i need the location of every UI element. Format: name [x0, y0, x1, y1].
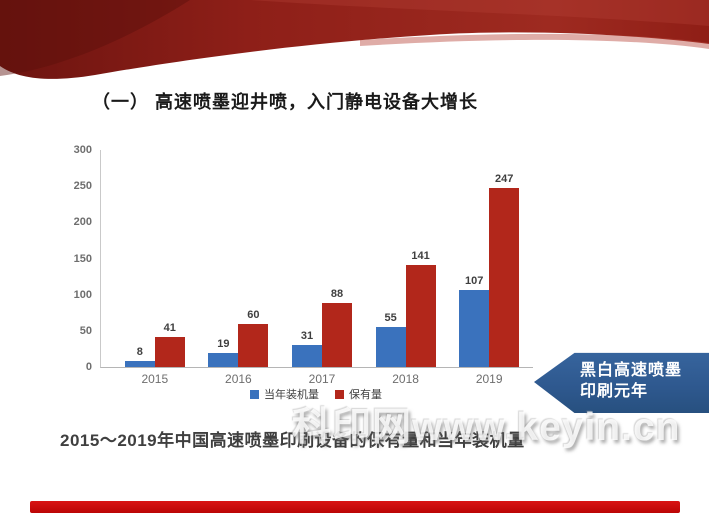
- legend-label: 保有量: [349, 389, 382, 401]
- y-axis-tick-label: 0: [85, 361, 92, 373]
- slide-title: （一） 高速喷墨迎井喷，入门静电设备大增长: [92, 92, 478, 112]
- x-axis-category-label: 2019: [475, 372, 503, 386]
- chart-legend: 当年装机量 保有量: [100, 386, 532, 402]
- legend-color-swatch: [335, 389, 344, 399]
- bar-value-label: 60: [247, 308, 260, 321]
- legend-item: 当年装机量: [250, 386, 319, 402]
- y-axis-tick-label: 200: [73, 216, 92, 229]
- bar-保有量-2019: [489, 188, 520, 367]
- bar-value-label: 247: [495, 173, 514, 186]
- bar-保有量-2018: [405, 265, 436, 367]
- bar-当年装机量-2015: [124, 361, 155, 367]
- x-axis-category-label: 2015: [141, 372, 169, 386]
- callout-text-line2: 印刷元年: [580, 383, 649, 400]
- bottom-red-bar-decoration: [30, 501, 680, 513]
- y-axis-tick-label: 250: [73, 180, 92, 193]
- chart-plot-area: 8 41 2015 19 60 2016 31 88 2017 55 141 2018 107 247 20…: [74, 144, 533, 386]
- bar-value-label: 107: [465, 274, 484, 287]
- chart-bars-area: 8 41 2015 19 60 2016 31 88 2017 55 141 2018 107 247 20…: [113, 150, 531, 386]
- y-axis-tick-label: 300: [73, 144, 92, 156]
- header-ribbon-decoration: [0, 0, 709, 79]
- bar-当年装机量-2019: [459, 289, 490, 367]
- bar-value-label: 31: [300, 329, 314, 342]
- callout-arrow-banner: 黑白高速喷墨 印刷元年: [534, 352, 709, 413]
- bar-保有量-2015: [154, 337, 185, 367]
- bar-当年装机量-2018: [375, 327, 406, 367]
- bar-value-label: 88: [330, 288, 344, 301]
- y-axis-tick-label: 150: [73, 252, 92, 265]
- bar-value-label: 41: [163, 322, 176, 335]
- bar-value-label: 55: [384, 312, 397, 325]
- x-axis-category-label: 2016: [225, 372, 252, 386]
- bar-当年装机量-2017: [292, 344, 322, 367]
- bar-当年装机量-2016: [208, 353, 239, 367]
- x-axis-category-label: 2018: [392, 372, 419, 386]
- callout-text-line1: 黑白高速喷墨: [580, 362, 683, 380]
- x-axis-category-label: 2017: [308, 372, 336, 386]
- y-axis-tick-label: 100: [73, 288, 92, 301]
- legend-color-swatch: [250, 389, 259, 399]
- legend-item: 保有量: [335, 386, 382, 402]
- bar-保有量-2017: [322, 303, 352, 367]
- y-axis-tick-label: 50: [79, 324, 92, 337]
- legend-label: 当年装机量: [264, 389, 319, 401]
- bar-value-label: 8: [136, 346, 143, 359]
- bar-value-label: 19: [217, 338, 230, 351]
- bar-保有量-2016: [238, 323, 269, 367]
- chart-caption: 2015～2019年中国高速喷墨印刷设备的保有量和当年装机量: [60, 431, 525, 450]
- bar-value-label: 141: [411, 250, 430, 263]
